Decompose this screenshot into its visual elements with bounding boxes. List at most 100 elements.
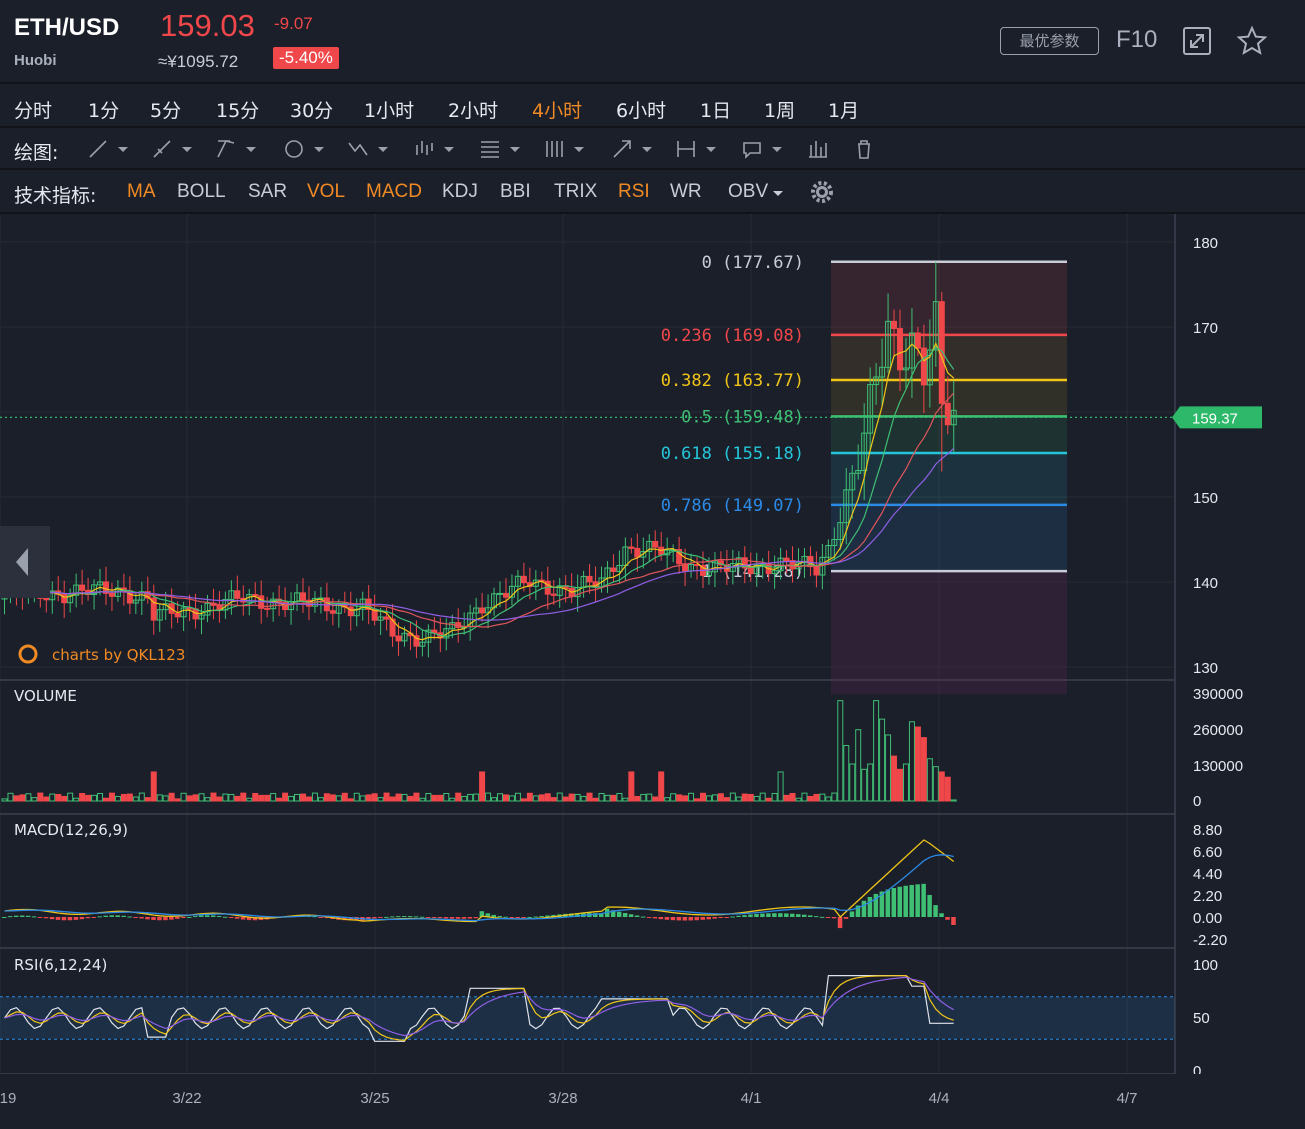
macd-histogram-bar: [813, 916, 819, 918]
candle: [926, 349, 933, 386]
x-axis-band: [0, 1074, 1305, 1129]
macd-histogram-bar: [766, 913, 771, 917]
f10-button[interactable]: F10: [1116, 26, 1158, 53]
trash-icon[interactable]: [852, 136, 876, 162]
candle: [300, 592, 306, 601]
volume-bar: [938, 771, 945, 802]
line-tool-icon[interactable]: [86, 136, 134, 162]
symbol-label: ETH/USD: [14, 14, 120, 41]
candle: [610, 567, 617, 572]
period-tab[interactable]: 1月: [828, 100, 860, 122]
volume-bar: [891, 755, 898, 802]
arrow-tool-icon[interactable]: [610, 136, 658, 162]
fullscreen-icon[interactable]: [1182, 26, 1212, 56]
obv-dropdown-icon[interactable]: [772, 188, 784, 214]
volume-bar: [120, 793, 127, 802]
volume-bar: [658, 771, 665, 802]
period-tab[interactable]: 30分: [290, 100, 334, 122]
candle: [329, 610, 336, 614]
indicator-macd[interactable]: MACD: [366, 181, 422, 202]
best-params-button[interactable]: 最优参数: [1000, 27, 1099, 55]
volume-bar: [25, 793, 32, 802]
volume-bar: [473, 793, 480, 802]
indicator-trix[interactable]: TRIX: [554, 181, 598, 202]
macd-histogram-bar: [712, 917, 717, 919]
circle-tool-icon[interactable]: [282, 136, 330, 162]
volume-bar: [222, 793, 229, 802]
change-percent-badge: -5.40%: [273, 47, 339, 69]
candle: [658, 546, 665, 556]
candle: [759, 563, 766, 566]
macd-histogram-bar: [79, 917, 85, 920]
volume-bar: [347, 798, 354, 802]
volume-bar: [735, 796, 742, 802]
candle: [425, 629, 432, 643]
volume-bar: [413, 792, 420, 802]
measure-tool-icon[interactable]: [674, 136, 722, 162]
indicator-sar[interactable]: SAR: [248, 181, 288, 202]
macd-histogram-bar: [533, 916, 538, 918]
indicator-obv[interactable]: OBV: [728, 181, 769, 202]
candle: [813, 566, 820, 576]
macd-histogram-bar: [509, 917, 514, 918]
indicator-boll[interactable]: BOLL: [177, 181, 226, 202]
volume-bar: [401, 793, 408, 802]
period-tab[interactable]: 4小时: [532, 100, 583, 122]
macd-histogram-bar: [37, 917, 43, 918]
macd-histogram-bar: [437, 917, 443, 919]
indicator-bbi[interactable]: BBI: [500, 181, 531, 202]
volume-bar: [550, 797, 557, 802]
candle: [508, 585, 515, 598]
period-tab[interactable]: 1分: [88, 100, 120, 122]
volume-bar: [950, 799, 957, 802]
period-tab[interactable]: 1周: [764, 100, 796, 122]
candle: [132, 599, 139, 604]
volume-bar: [156, 794, 163, 802]
period-tab[interactable]: 5分: [150, 100, 182, 122]
macd-histogram-bar: [312, 916, 317, 918]
macd-histogram-bar: [748, 914, 753, 917]
wave-tool-icon[interactable]: [346, 136, 394, 162]
gann-tool-icon[interactable]: [542, 136, 590, 162]
period-tab[interactable]: 1小时: [364, 100, 415, 122]
period-tab[interactable]: 分时: [14, 100, 53, 122]
fib-tool-icon[interactable]: [478, 136, 526, 162]
pattern-tool-icon[interactable]: [412, 136, 460, 162]
indicator-ma[interactable]: MA: [127, 181, 156, 202]
macd-histogram-bar: [915, 884, 920, 917]
volume-bar: [604, 794, 611, 802]
macd-histogram-bar: [151, 917, 156, 920]
volume-bar: [867, 763, 874, 802]
period-tab[interactable]: 15分: [216, 100, 260, 122]
gear-icon[interactable]: [809, 179, 835, 205]
candle: [180, 607, 187, 618]
period-tab[interactable]: 6小时: [616, 100, 667, 122]
date-axis-tick: 3/22: [172, 1090, 201, 1107]
volume-bar: [705, 795, 712, 802]
macd-histogram-bar: [861, 900, 867, 917]
volume-bar: [258, 794, 265, 802]
macd-histogram-bar: [688, 917, 694, 921]
macd-histogram-bar: [210, 915, 216, 917]
indicator-vol[interactable]: VOL: [307, 181, 346, 202]
period-tab[interactable]: 1日: [700, 100, 732, 122]
favorite-star-icon[interactable]: [1236, 25, 1268, 57]
chart-area[interactable]: 0 (177.67) 0.236 (169.08) 0.382 (163.77) 0.…: [0, 214, 1305, 1129]
indicator-rsi[interactable]: RSI: [618, 181, 650, 202]
volume-bar: [49, 793, 56, 802]
ray-tool-icon[interactable]: [150, 136, 198, 162]
macd-histogram-bar: [891, 888, 897, 917]
annotation-tool-icon[interactable]: [740, 136, 788, 162]
bars-tool-icon[interactable]: [806, 136, 830, 162]
volume-bar: [61, 795, 68, 802]
period-tab[interactable]: 2小时: [448, 100, 499, 122]
indicator-wr[interactable]: WR: [670, 181, 702, 202]
candle: [473, 607, 480, 614]
indicator-kdj[interactable]: KDJ: [442, 181, 478, 202]
volume-bar: [801, 792, 808, 802]
macd-histogram-bar: [157, 917, 162, 921]
price-axis-tick: 170: [1193, 320, 1218, 337]
channel-tool-icon[interactable]: [214, 136, 262, 162]
macd-histogram-bar: [199, 915, 204, 917]
candle: [419, 641, 426, 647]
